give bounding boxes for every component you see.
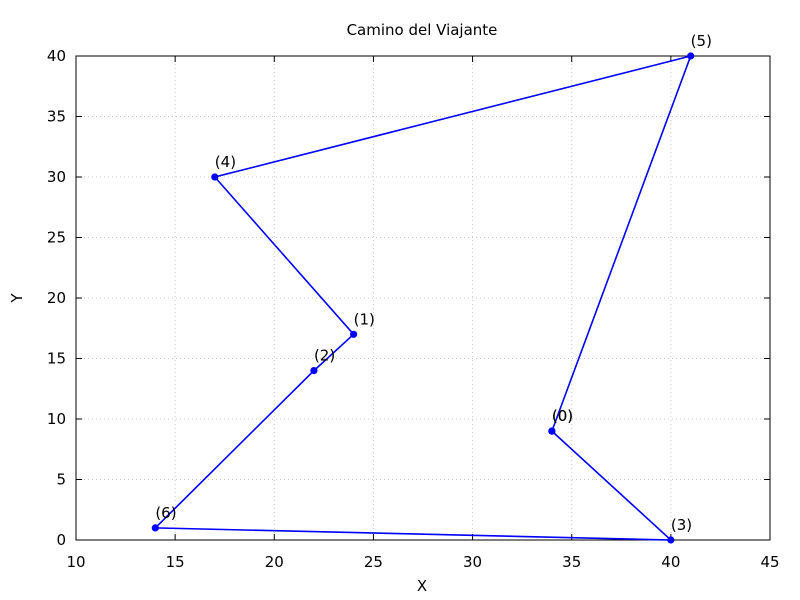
x-tick-label: 45 <box>760 553 779 571</box>
point-label: (4) <box>215 153 236 171</box>
y-tick-label: 40 <box>47 47 66 65</box>
y-tick-label: 35 <box>47 108 66 126</box>
y-tick-label: 25 <box>47 229 66 247</box>
point-label: (6) <box>155 504 176 522</box>
point-label: (3) <box>671 516 692 534</box>
route-line <box>153 54 692 541</box>
x-tick-label: 15 <box>166 553 185 571</box>
axis-ticks: 10 15 20 25 30 35 40 45 0 5 10 15 20 25 30 35 40 <box>47 47 780 571</box>
x-tick-label: 25 <box>364 553 383 571</box>
point-label: (2) <box>314 347 335 365</box>
route-point <box>667 536 675 544</box>
series <box>151 52 695 544</box>
y-tick-label: 20 <box>47 289 66 307</box>
x-tick-label: 40 <box>661 553 680 571</box>
chart-title: Camino del Viajante <box>347 21 498 39</box>
point-label: (0) <box>552 407 573 425</box>
route-point <box>548 427 556 435</box>
y-axis-label: Y <box>8 293 26 304</box>
route-point <box>310 367 318 375</box>
point-label: (0) <box>552 407 573 425</box>
y-tick-label: 10 <box>47 410 66 428</box>
route-point <box>211 173 219 181</box>
route-point <box>687 52 695 60</box>
point-label: (5) <box>691 32 712 50</box>
point-labels: (0)(3)(6)(2)(1)(4)(5)(0) <box>155 32 712 534</box>
y-tick-label: 30 <box>47 168 66 186</box>
grid <box>76 56 770 540</box>
point-label: (1) <box>354 310 375 328</box>
x-tick-label: 10 <box>66 553 85 571</box>
x-tick-label: 20 <box>265 553 284 571</box>
y-tick-label: 5 <box>56 471 66 489</box>
y-tick-label: 15 <box>47 350 66 368</box>
x-tick-label: 30 <box>463 553 482 571</box>
x-axis-label: X <box>417 577 427 595</box>
route-point <box>350 330 358 338</box>
route-point <box>151 524 159 532</box>
y-tick-label: 0 <box>56 531 66 549</box>
x-tick-label: 35 <box>562 553 581 571</box>
